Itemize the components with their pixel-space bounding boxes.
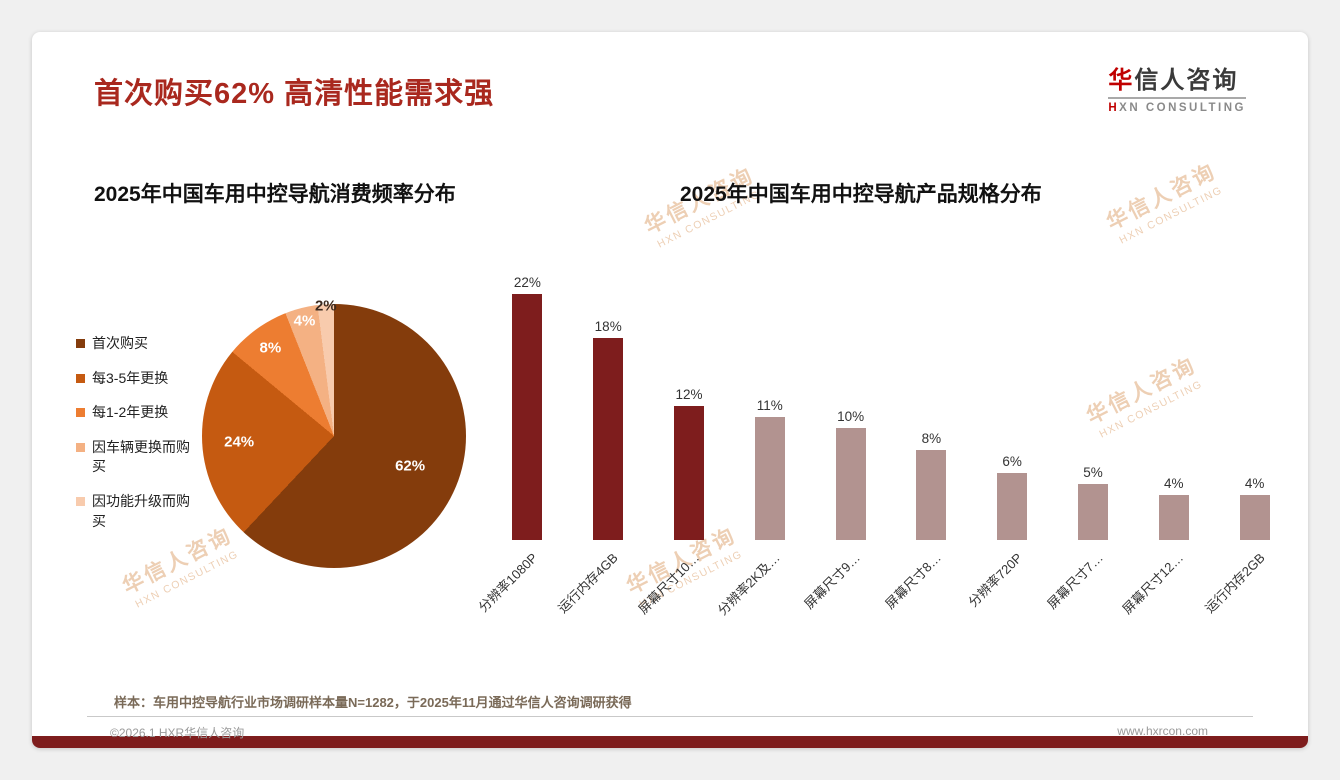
legend-item: 每1-2年更换 (76, 403, 198, 423)
bar-value-label: 22% (513, 274, 541, 290)
bar-group: 18% 运行内存4GB (555, 260, 649, 616)
bar (835, 428, 866, 540)
bar (1239, 495, 1270, 540)
bar-value-label: 10% (837, 409, 865, 424)
legend-item: 因车辆更换而购买 (76, 438, 198, 477)
legend-label: 每3-5年更换 (92, 369, 169, 386)
page-title: 首次购买62% 高清性能需求强 (94, 78, 495, 110)
slide-bottom-accent-bar (32, 736, 1308, 748)
watermark-en: HXN CONSULTING (1117, 184, 1225, 247)
legend-swatch (76, 442, 85, 452)
bar-value-label: 12% (675, 386, 703, 402)
pie-slice-label: 4% (293, 312, 316, 330)
footer-divider (87, 716, 1253, 717)
legend-swatch (76, 373, 85, 383)
bar (673, 405, 704, 540)
legend-label: 首次购买 (92, 335, 148, 351)
legend-swatch (76, 496, 85, 506)
bar-group: 4% 屏幕尺寸12… (1120, 260, 1214, 617)
bar (754, 416, 785, 540)
bar-value-label: 11% (756, 397, 783, 413)
bar-category-label: 分辨率1080P (475, 550, 541, 615)
pie-slice-label: 2% (314, 297, 337, 315)
slide: 华信人咨询 HXN CONSULTING 华信人咨询 HXN CONSULTIN… (32, 32, 1308, 748)
bar-group: 4% 运行内存2GB (1202, 260, 1295, 616)
bar (512, 293, 543, 540)
pie-slice-label: 8% (259, 339, 282, 357)
bar-group: 10% 屏幕尺寸9… (802, 260, 891, 612)
legend-swatch (76, 408, 85, 418)
bar-value-label: 4% (1244, 476, 1265, 492)
bar-value-label: 18% (594, 319, 622, 335)
logo-zh-rest: 信人咨询 (1134, 67, 1239, 94)
bar-category-label: 屏幕尺寸9… (801, 550, 864, 612)
watermark: 华信人咨询 HXN CONSULTING (1074, 141, 1254, 261)
logo-zh-text: 华信人咨询 (1108, 60, 1246, 95)
pie-slice-label: 62% (395, 457, 426, 475)
pie-legend: 首次购买每3-5年更换 每1-2年更换因车辆更换而购买 因功能升级而购买 (76, 334, 198, 546)
bar-category-label: 运行内存4GB (555, 550, 621, 616)
company-logo: 华信人咨询 HXN CONSULTING (1108, 60, 1246, 114)
bar-value-label: 5% (1083, 465, 1103, 480)
bar-value-label: 4% (1164, 476, 1184, 492)
bar-group: 5% 屏幕尺寸7… (1044, 260, 1134, 612)
sample-footnote: 样本：车用中控导航行业市场调研样本量N=1282，于2025年11月通过华信人咨… (114, 695, 632, 710)
legend-item: 因功能升级而购买 (76, 492, 198, 531)
logo-en-text: HXN CONSULTING (1108, 97, 1246, 114)
legend-swatch (76, 339, 85, 348)
pie-slice-label: 24% (224, 433, 255, 451)
watermark-zh: 华信人咨询 (1103, 159, 1221, 235)
logo-zh-accent: 华 (1108, 67, 1135, 94)
bar (1077, 484, 1108, 540)
legend-item: 首次购买 (76, 334, 198, 354)
bar-category-label: 屏幕尺寸7… (1044, 550, 1106, 612)
logo-en-accent: H (1108, 102, 1120, 114)
bar-value-label: 6% (1002, 453, 1022, 469)
logo-en-rest: XN CONSULTING (1119, 102, 1246, 114)
bar-group: 12% 屏幕尺寸10… (635, 260, 730, 617)
legend-item: 每3-5年更换 (76, 369, 198, 389)
bar-group: 8% 屏幕尺寸8… (882, 260, 972, 612)
bar (916, 450, 947, 540)
bar-chart-title: 2025年中国车用中控导航产品规格分布 (680, 183, 1042, 206)
bar-group: 22% 分辨率1080P (475, 260, 568, 615)
bar-category-label: 屏幕尺寸10… (634, 550, 702, 617)
legend-label: 每1-2年更换 (92, 404, 169, 421)
website-url: www.hxrcon.com (1117, 724, 1208, 738)
bar-chart: 22% 分辨率1080P 18% 运行内存4GB 12% 屏幕尺寸10… 11% 分辨率2K及… (475, 260, 1295, 618)
bar-group: 11% 分辨率2K及… (715, 260, 810, 618)
bar (997, 472, 1028, 540)
bar-category-label: 屏幕尺寸12… (1119, 550, 1187, 617)
pie-chart: 62% 24% 8% 4% 2% (202, 297, 466, 568)
bar-category-label: 分辨率2K及… (714, 550, 783, 618)
bar-plot-area: 22% 分辨率1080P 18% 运行内存4GB 12% 屏幕尺寸10… 11% 分辨率2K及… (475, 260, 1295, 618)
bar-group: 6% 分辨率720P (965, 260, 1053, 610)
copyright-text: ©2026.1 HXR华信人咨询 (110, 726, 245, 740)
bar-category-label: 运行内存2GB (1201, 550, 1268, 616)
bar-value-label: 8% (921, 431, 942, 447)
bar (593, 338, 624, 540)
watermark-en: HXN CONSULTING (133, 548, 241, 611)
bar-category-label: 屏幕尺寸8… (882, 550, 945, 612)
legend-label: 因功能升级而购买 (92, 492, 190, 529)
pie-chart-title: 2025年中国车用中控导航消费频率分布 (94, 183, 456, 206)
bar-category-label: 分辨率720P (965, 550, 1025, 610)
legend-label: 因车辆更换而购买 (92, 438, 190, 475)
bar (1158, 495, 1189, 540)
